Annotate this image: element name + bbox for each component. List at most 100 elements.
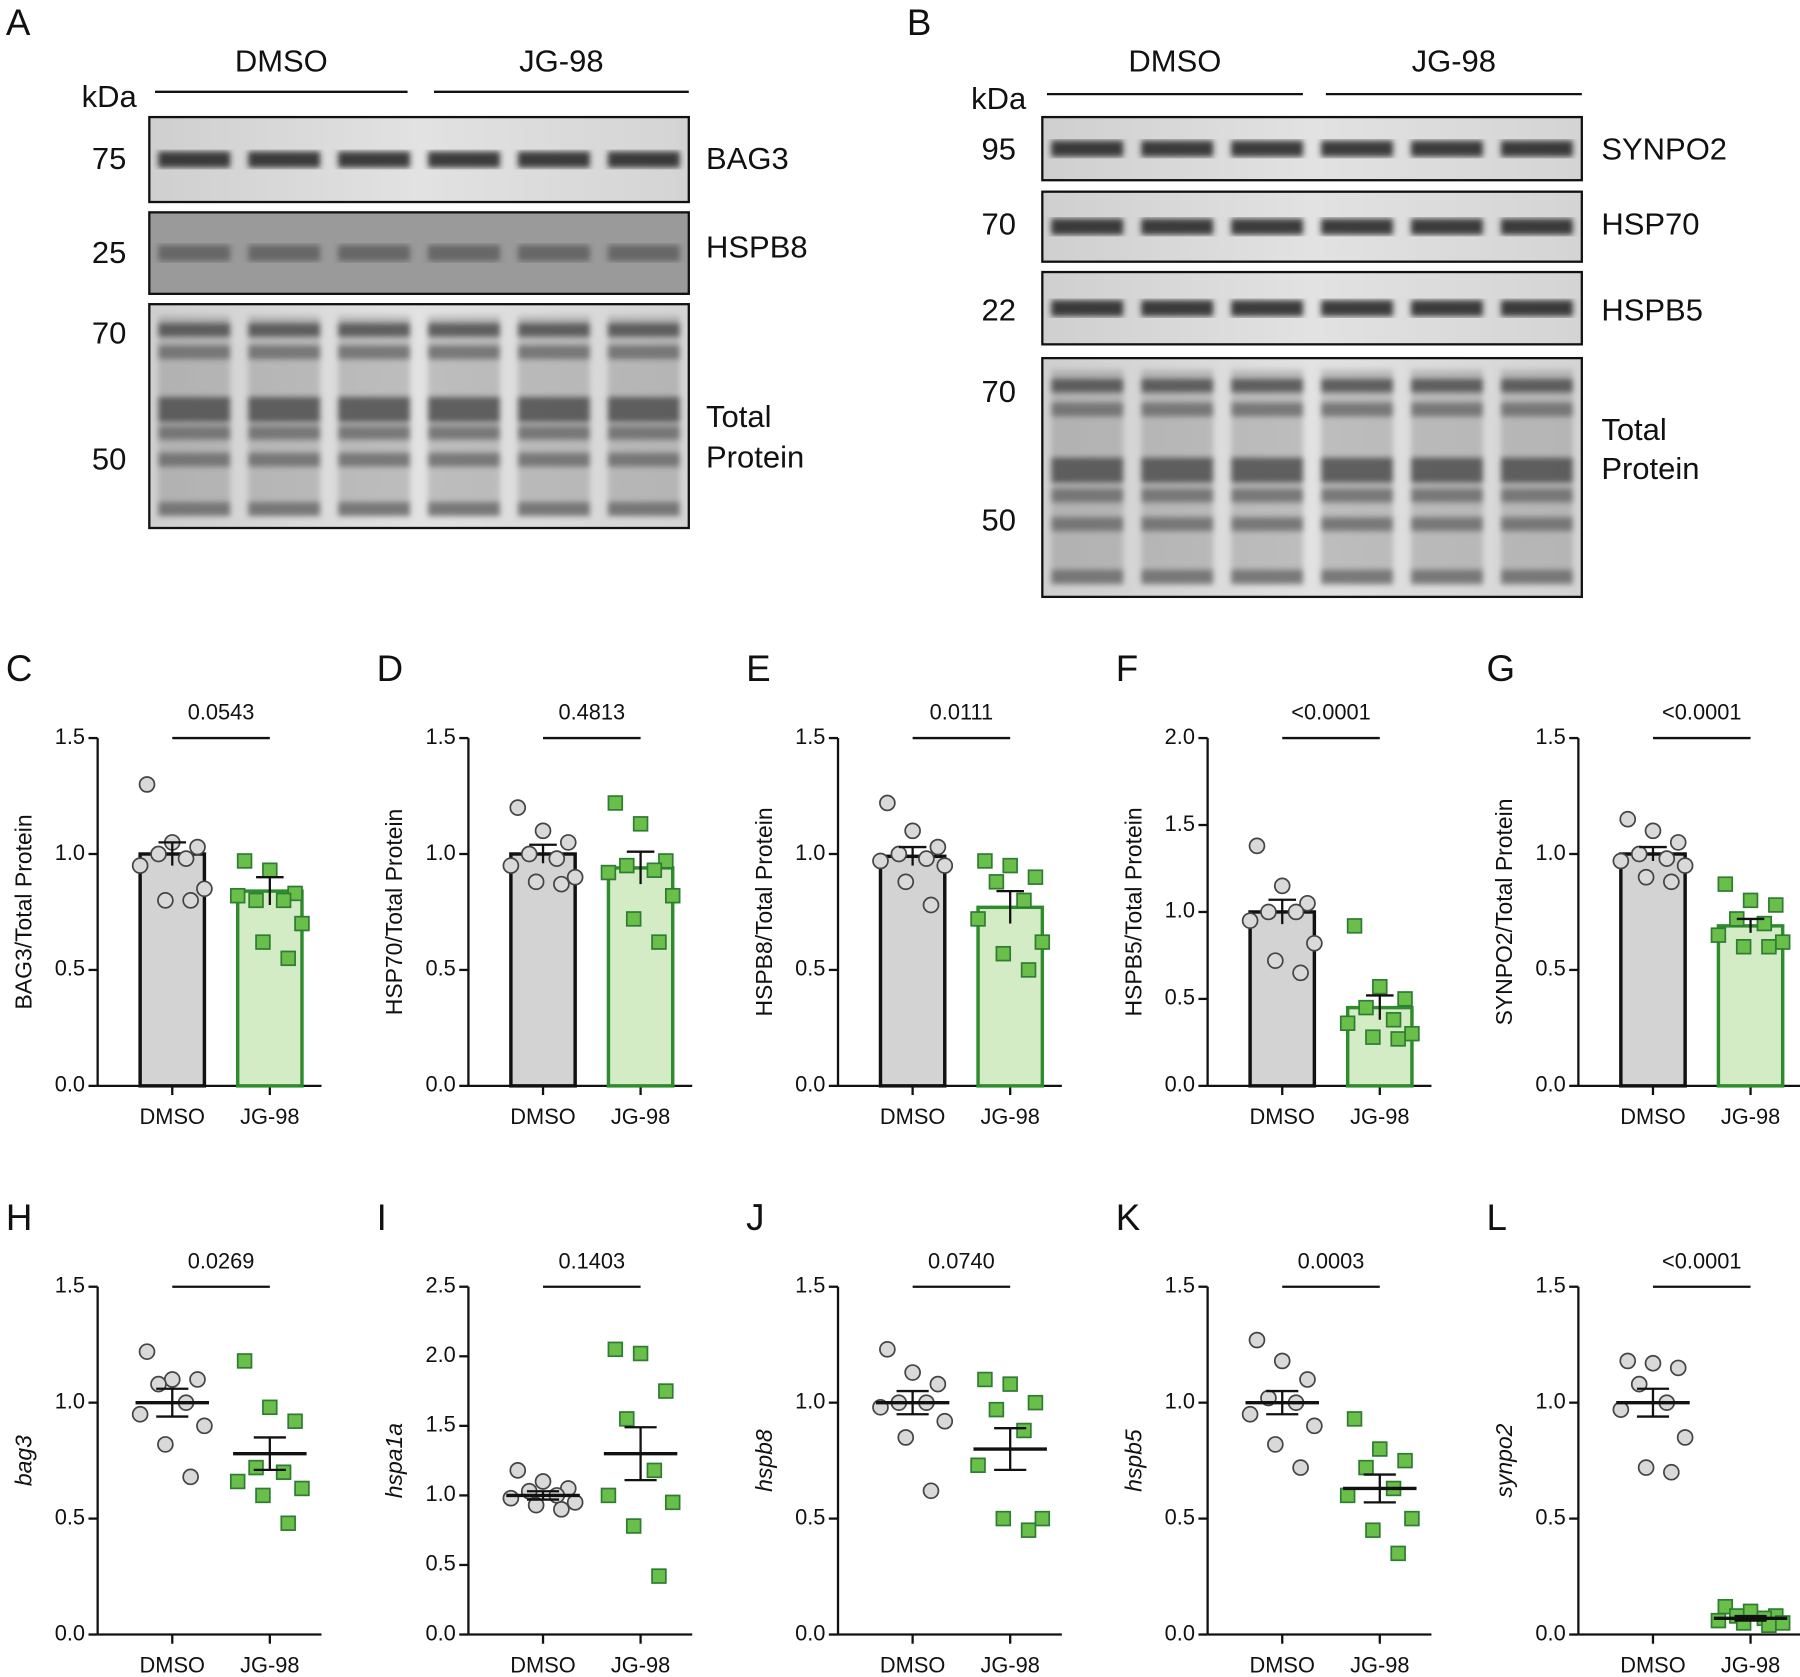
data-point xyxy=(1385,1012,1402,1028)
data-point xyxy=(1292,964,1309,982)
x-tick-label: DMSO xyxy=(1250,1652,1315,1677)
data-point xyxy=(177,850,195,867)
blot-band xyxy=(607,245,680,262)
blot-label: HSPB5 xyxy=(1601,292,1703,327)
blot-band xyxy=(428,151,500,168)
data-point xyxy=(548,850,566,867)
data-point xyxy=(553,1501,570,1518)
blot-band xyxy=(1500,218,1573,235)
data-point xyxy=(502,1489,520,1507)
blot-smear xyxy=(1500,369,1573,586)
blot-bands xyxy=(1051,218,1573,235)
data-point xyxy=(1676,857,1694,874)
data-point xyxy=(1287,903,1305,921)
data-point xyxy=(1002,1376,1018,1392)
y-tick-label: 0.5 xyxy=(1165,1504,1195,1529)
data-point xyxy=(1299,894,1316,912)
data-point xyxy=(1397,1452,1413,1469)
data-point xyxy=(1306,1417,1323,1435)
data-point xyxy=(936,1412,954,1430)
data-point xyxy=(1339,1015,1356,1032)
y-tick-label: 1.0 xyxy=(425,840,455,865)
data-point xyxy=(196,1417,213,1435)
y-axis-label: BAG3/Total Protein xyxy=(10,814,36,1009)
data-point xyxy=(1735,938,1752,955)
x-tick-label: DMSO xyxy=(1620,1652,1685,1677)
blot-band xyxy=(1500,300,1573,317)
data-point xyxy=(520,845,538,863)
data-point xyxy=(566,868,584,886)
data-point xyxy=(1774,934,1791,950)
x-tick-label: JG-98 xyxy=(1721,1104,1780,1129)
bar xyxy=(606,866,675,1088)
blot-label: Total xyxy=(706,399,771,434)
blot-band xyxy=(1410,218,1483,235)
blot-smear xyxy=(158,315,231,517)
blot-smear xyxy=(1051,369,1124,586)
data-point xyxy=(632,1345,649,1362)
y-tick-label: 1.0 xyxy=(795,1388,825,1413)
data-point xyxy=(1669,1359,1687,1377)
data-point xyxy=(189,838,206,856)
blot-image xyxy=(148,115,690,204)
data-point xyxy=(229,887,246,904)
y-tick-label: 0.0 xyxy=(795,1620,825,1645)
data-point xyxy=(904,1364,921,1381)
data-point xyxy=(904,822,921,840)
blot-image xyxy=(1041,115,1583,182)
y-tick-label: 1.5 xyxy=(1165,1272,1195,1297)
data-point xyxy=(1248,1331,1266,1349)
y-tick-label: 0.0 xyxy=(1535,1620,1565,1645)
p-value: <0.0001 xyxy=(1662,700,1741,725)
panel-letter: H xyxy=(6,1197,33,1238)
data-point xyxy=(1404,1025,1420,1042)
blot-smear xyxy=(1321,369,1393,586)
data-point xyxy=(632,816,649,832)
data-point xyxy=(1339,1487,1356,1504)
panel-letter: I xyxy=(377,1197,387,1238)
y-tick-label: 1.5 xyxy=(55,1272,85,1297)
group-label: JG-98 xyxy=(519,43,603,78)
data-point xyxy=(1292,1459,1309,1476)
data-point xyxy=(527,873,545,891)
data-point xyxy=(287,1413,303,1429)
blot-label: HSP70 xyxy=(1601,206,1699,241)
y-tick-label: 1.0 xyxy=(425,1481,455,1506)
data-point xyxy=(255,934,271,950)
data-point xyxy=(294,915,310,932)
x-tick-label: JG-98 xyxy=(981,1652,1040,1677)
data-point xyxy=(995,945,1012,962)
data-point xyxy=(1630,845,1648,863)
blot-band xyxy=(1410,140,1483,157)
data-point xyxy=(1637,1459,1655,1476)
blot-band xyxy=(1141,218,1214,235)
kda-marker: 70 xyxy=(981,374,1015,409)
blot-band xyxy=(1051,218,1124,235)
kda-marker: 75 xyxy=(92,141,126,176)
blot-smear xyxy=(607,315,680,517)
blot-band xyxy=(607,151,680,168)
data-point xyxy=(1644,822,1662,840)
data-point xyxy=(1612,1401,1630,1418)
x-tick-label: DMSO xyxy=(510,1652,575,1677)
y-tick-label: 1.5 xyxy=(795,724,825,749)
blot-band xyxy=(338,245,411,262)
x-tick-label: DMSO xyxy=(510,1104,575,1129)
data-point xyxy=(1390,1545,1406,1562)
data-point xyxy=(157,1436,174,1453)
blot-band xyxy=(517,245,590,262)
p-value: 0.0543 xyxy=(188,700,255,725)
y-axis-label: hspb5 xyxy=(1120,1429,1146,1492)
panel-letter: C xyxy=(6,648,33,689)
data-point xyxy=(1299,1371,1316,1388)
blot-band xyxy=(517,151,590,168)
y-tick-label: 0.5 xyxy=(1535,956,1565,981)
data-point xyxy=(922,1482,940,1500)
data-point xyxy=(1020,962,1037,978)
data-point xyxy=(1260,903,1277,921)
blot-band xyxy=(1321,140,1393,157)
data-point xyxy=(248,1459,264,1476)
data-point xyxy=(1346,918,1363,934)
panel-letter: E xyxy=(746,648,771,689)
